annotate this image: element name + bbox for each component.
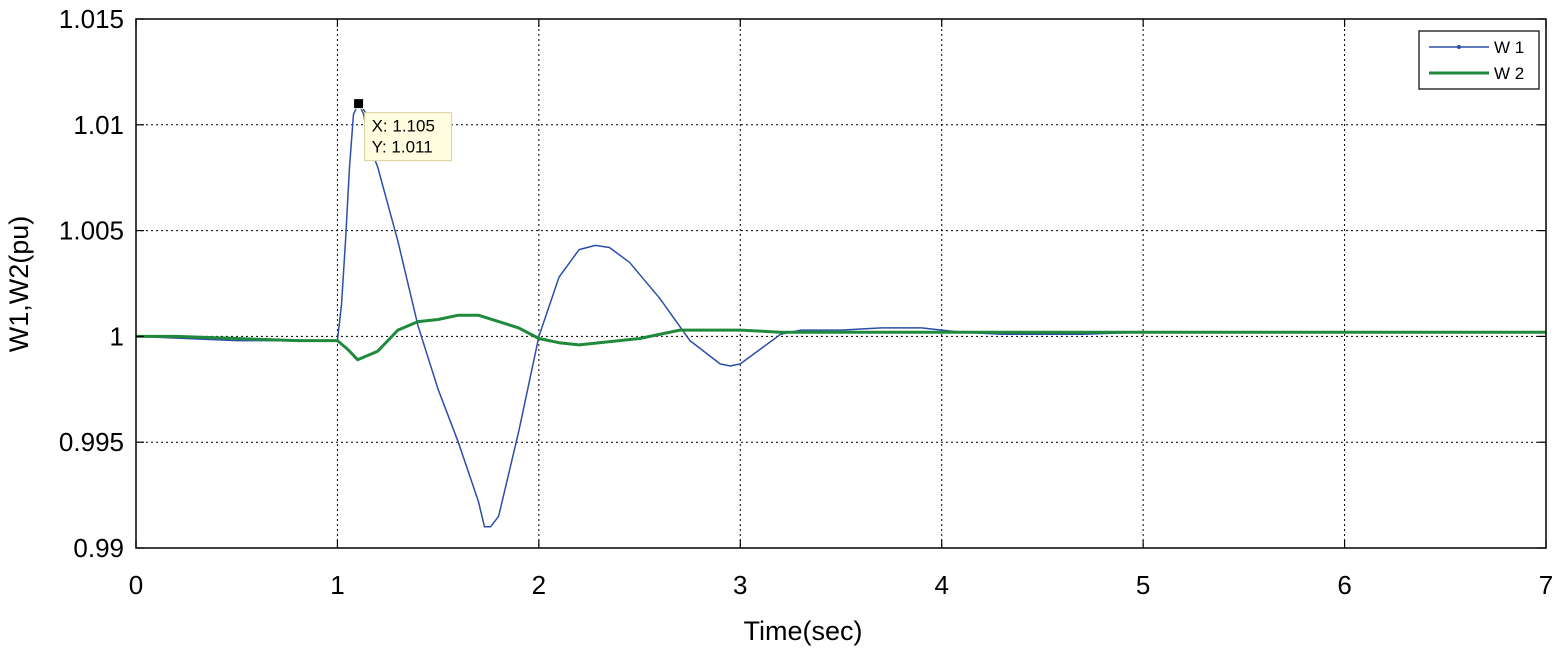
x-axis-title: Time(sec) <box>744 616 863 646</box>
x-tick-label: 3 <box>733 570 747 600</box>
datatip: X: 1.105 Y: 1.011 <box>353 98 453 162</box>
x-tick-label: 6 <box>1337 570 1351 600</box>
y-tick-label: 1.015 <box>59 4 124 34</box>
legend-label-w2: W 2 <box>1494 64 1524 83</box>
datatip-marker <box>353 98 365 110</box>
y-tick-labels: 0.99 0.995 1 1.005 1.01 1.015 <box>59 4 124 563</box>
y-tick-label: 1.005 <box>59 216 124 246</box>
y-tick-label: 1 <box>110 321 124 351</box>
x-tick-label: 1 <box>330 570 344 600</box>
x-tick-labels: 0 1 2 3 4 5 6 7 <box>129 570 1553 600</box>
x-tick-label: 7 <box>1539 570 1553 600</box>
y-tick-label: 1.01 <box>73 110 124 140</box>
x-tick-label: 2 <box>532 570 546 600</box>
x-tick-label: 0 <box>129 570 143 600</box>
ticks <box>135 18 1547 549</box>
legend: W 1 W 2 <box>1418 30 1540 90</box>
x-tick-label: 4 <box>934 570 948 600</box>
datatip-x-text: X: 1.105 <box>372 117 435 136</box>
datatip-box <box>364 112 453 162</box>
legend-box <box>1418 30 1540 90</box>
y-tick-label: 0.995 <box>59 427 124 457</box>
x-tick-label: 5 <box>1136 570 1150 600</box>
plot-frame <box>135 18 1547 549</box>
series-layer <box>135 102 1546 528</box>
plot-area <box>136 19 1546 548</box>
series-line-2 <box>136 313 1546 362</box>
datatip-y-text: Y: 1.011 <box>372 138 433 157</box>
y-tick-label: 0.99 <box>73 533 124 563</box>
legend-marker-w1 <box>1457 45 1461 49</box>
y-axis-title: W1,W2(pu) <box>4 216 34 353</box>
legend-label-w1: W 1 <box>1494 38 1524 57</box>
